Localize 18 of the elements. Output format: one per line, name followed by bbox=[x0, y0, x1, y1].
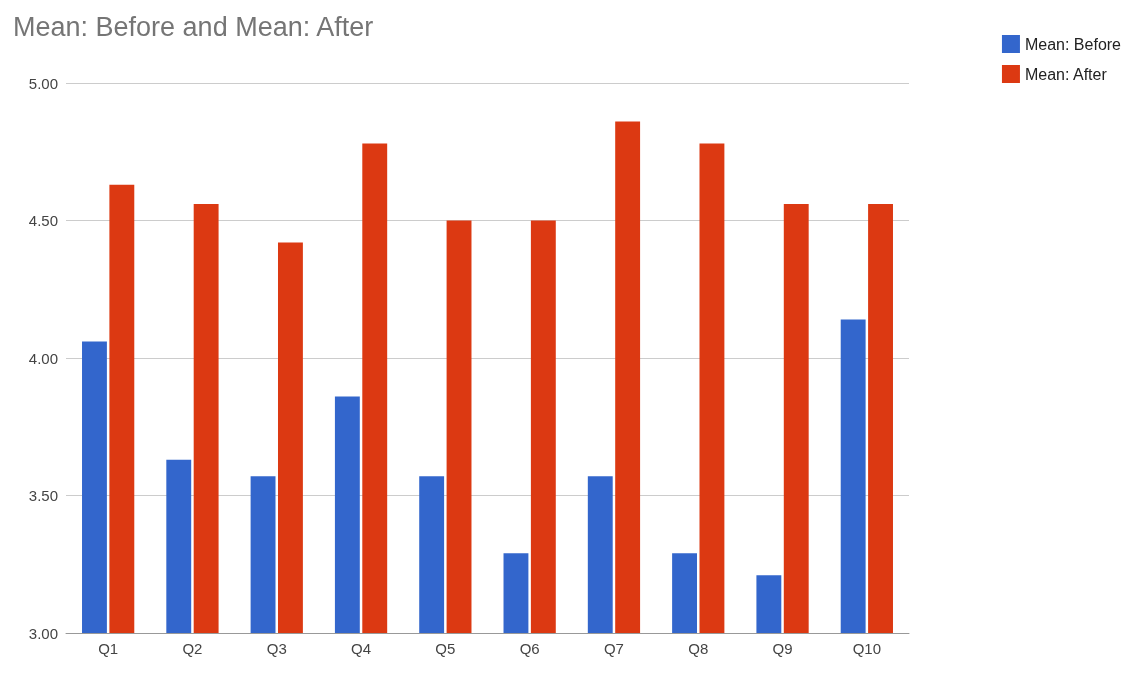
legend-label: Mean: Before bbox=[1024, 35, 1122, 53]
y-tick-label: 4.00 bbox=[28, 349, 58, 367]
x-tick-label: Q8 bbox=[688, 640, 709, 657]
x-tick-label: Q4 bbox=[351, 640, 372, 657]
chart-title: Mean: Before and Mean: After bbox=[13, 11, 374, 42]
legend-label: Mean: After bbox=[1024, 65, 1108, 83]
x-tick-label: Q5 bbox=[435, 640, 456, 657]
x-tick-label: Q1 bbox=[98, 640, 119, 657]
y-tick-label: 5.00 bbox=[28, 74, 58, 92]
y-tick-label: 3.50 bbox=[28, 487, 58, 504]
x-tick-label: Q6 bbox=[519, 640, 540, 657]
y-tick-label: 3.00 bbox=[28, 624, 58, 642]
x-tick-label: Q9 bbox=[772, 640, 793, 657]
x-tick-label: Q7 bbox=[603, 640, 624, 657]
x-tick-label: Q3 bbox=[266, 640, 287, 657]
y-tick-label: 4.50 bbox=[28, 212, 58, 229]
x-tick-label: Q2 bbox=[182, 640, 203, 657]
x-tick-label: Q10 bbox=[852, 640, 882, 657]
